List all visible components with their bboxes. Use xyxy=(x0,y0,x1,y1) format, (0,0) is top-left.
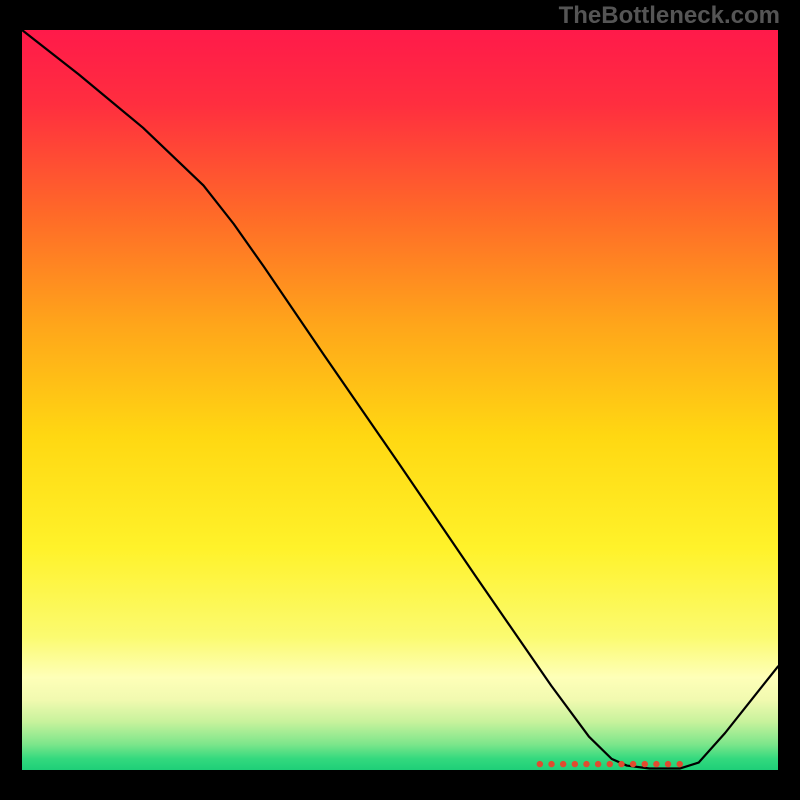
bottleneck-chart xyxy=(0,0,800,800)
marker-dot xyxy=(583,761,589,767)
marker-dot xyxy=(642,761,648,767)
watermark-text: TheBottleneck.com xyxy=(559,2,780,30)
marker-dot xyxy=(572,761,578,767)
chart-container: TheBottleneck.com xyxy=(0,0,800,800)
marker-dot xyxy=(618,761,624,767)
marker-dot xyxy=(607,761,613,767)
marker-dot xyxy=(630,761,636,767)
plot-background xyxy=(22,30,778,770)
marker-dot xyxy=(548,761,554,767)
marker-dot xyxy=(537,761,543,767)
marker-dot xyxy=(595,761,601,767)
marker-dot xyxy=(677,761,683,767)
marker-dot xyxy=(560,761,566,767)
marker-dot xyxy=(665,761,671,767)
marker-dot xyxy=(653,761,659,767)
